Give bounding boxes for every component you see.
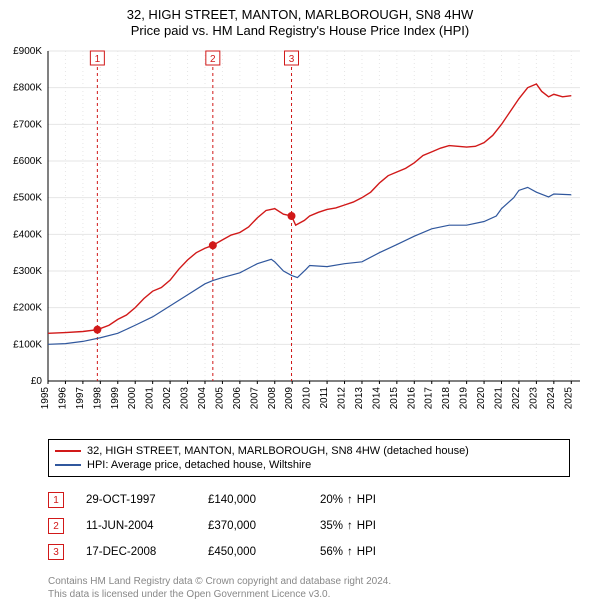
footer: Contains HM Land Registry data © Crown c… — [48, 575, 570, 609]
sales-pct: 56%↑HPI — [320, 546, 376, 558]
svg-text:2005: 2005 — [214, 387, 225, 410]
svg-text:2020: 2020 — [476, 387, 487, 410]
svg-text:2018: 2018 — [441, 387, 452, 410]
sales-date: 29-OCT-1997 — [86, 494, 186, 506]
svg-text:£600K: £600K — [13, 156, 42, 167]
sales-row: 3 17-DEC-2008 £450,000 56%↑HPI — [48, 539, 570, 565]
svg-text:2019: 2019 — [459, 387, 470, 410]
up-arrow-icon: ↑ — [347, 494, 353, 506]
svg-text:2022: 2022 — [511, 387, 522, 410]
footer-line1: Contains HM Land Registry data © Crown c… — [48, 575, 570, 588]
chart: £0 £100K £200K £300K £400K £500K £600K £700K £80… — [0, 41, 600, 431]
up-arrow-icon: ↑ — [347, 520, 353, 532]
svg-text:£0: £0 — [31, 376, 43, 387]
sales-price: £370,000 — [208, 520, 298, 532]
svg-text:2002: 2002 — [162, 387, 173, 410]
svg-text:2004: 2004 — [197, 387, 208, 410]
legend-item: HPI: Average price, detached house, Wilt… — [55, 458, 563, 472]
svg-text:2007: 2007 — [249, 387, 260, 410]
svg-text:2011: 2011 — [319, 387, 330, 409]
svg-text:£200K: £200K — [13, 303, 42, 314]
svg-text:2000: 2000 — [127, 387, 138, 410]
svg-text:1999: 1999 — [110, 387, 121, 410]
chart-svg: £0 £100K £200K £300K £400K £500K £600K £700K £80… — [0, 41, 600, 431]
svg-text:2017: 2017 — [424, 387, 435, 410]
sales-price: £450,000 — [208, 546, 298, 558]
svg-text:£800K: £800K — [13, 83, 42, 94]
svg-text:2008: 2008 — [267, 387, 278, 410]
svg-text:1998: 1998 — [92, 387, 103, 410]
svg-text:1: 1 — [95, 54, 101, 65]
svg-text:2015: 2015 — [389, 387, 400, 410]
svg-text:1996: 1996 — [57, 387, 68, 410]
sales-marker-box: 3 — [48, 544, 64, 560]
svg-text:£500K: £500K — [13, 193, 42, 204]
svg-text:2023: 2023 — [528, 387, 539, 410]
sales-date: 11-JUN-2004 — [86, 520, 186, 532]
svg-text:£100K: £100K — [13, 339, 42, 350]
svg-text:2001: 2001 — [145, 387, 156, 410]
svg-text:2014: 2014 — [371, 387, 382, 410]
svg-text:2010: 2010 — [302, 387, 313, 410]
legend-label: 32, HIGH STREET, MANTON, MARLBOROUGH, SN… — [87, 445, 469, 457]
svg-text:2: 2 — [210, 54, 216, 65]
svg-text:2006: 2006 — [232, 387, 243, 410]
svg-text:£300K: £300K — [13, 266, 42, 277]
chart-container: 32, HIGH STREET, MANTON, MARLBOROUGH, SN… — [0, 0, 600, 609]
sales-pct: 20%↑HPI — [320, 494, 376, 506]
title-address: 32, HIGH STREET, MANTON, MARLBOROUGH, SN… — [0, 7, 600, 22]
legend-swatch — [55, 464, 81, 466]
svg-text:2025: 2025 — [563, 387, 574, 410]
svg-text:1997: 1997 — [75, 387, 86, 410]
legend-label: HPI: Average price, detached house, Wilt… — [87, 459, 311, 471]
svg-text:£900K: £900K — [13, 46, 42, 57]
sales-marker-box: 1 — [48, 492, 64, 508]
svg-text:3: 3 — [289, 54, 295, 65]
up-arrow-icon: ↑ — [347, 546, 353, 558]
title-subtitle: Price paid vs. HM Land Registry's House … — [0, 23, 600, 38]
svg-text:£400K: £400K — [13, 229, 42, 240]
sales-row: 2 11-JUN-2004 £370,000 35%↑HPI — [48, 513, 570, 539]
svg-text:2012: 2012 — [337, 387, 348, 410]
legend: 32, HIGH STREET, MANTON, MARLBOROUGH, SN… — [48, 439, 570, 477]
sales-date: 17-DEC-2008 — [86, 546, 186, 558]
svg-text:1995: 1995 — [40, 387, 51, 410]
svg-text:2016: 2016 — [406, 387, 417, 410]
legend-swatch — [55, 450, 81, 452]
svg-text:£700K: £700K — [13, 119, 42, 130]
svg-text:2009: 2009 — [284, 387, 295, 410]
svg-text:2024: 2024 — [546, 387, 557, 410]
legend-item: 32, HIGH STREET, MANTON, MARLBOROUGH, SN… — [55, 444, 563, 458]
sales-marker-box: 2 — [48, 518, 64, 534]
svg-text:2003: 2003 — [180, 387, 191, 410]
svg-text:2013: 2013 — [354, 387, 365, 410]
sales-price: £140,000 — [208, 494, 298, 506]
sales-row: 1 29-OCT-1997 £140,000 20%↑HPI — [48, 487, 570, 513]
title-block: 32, HIGH STREET, MANTON, MARLBOROUGH, SN… — [0, 0, 600, 41]
sales-table: 1 29-OCT-1997 £140,000 20%↑HPI 2 11-JUN-2004 £… — [48, 487, 570, 565]
sales-pct: 35%↑HPI — [320, 520, 376, 532]
svg-text:2021: 2021 — [494, 387, 505, 410]
